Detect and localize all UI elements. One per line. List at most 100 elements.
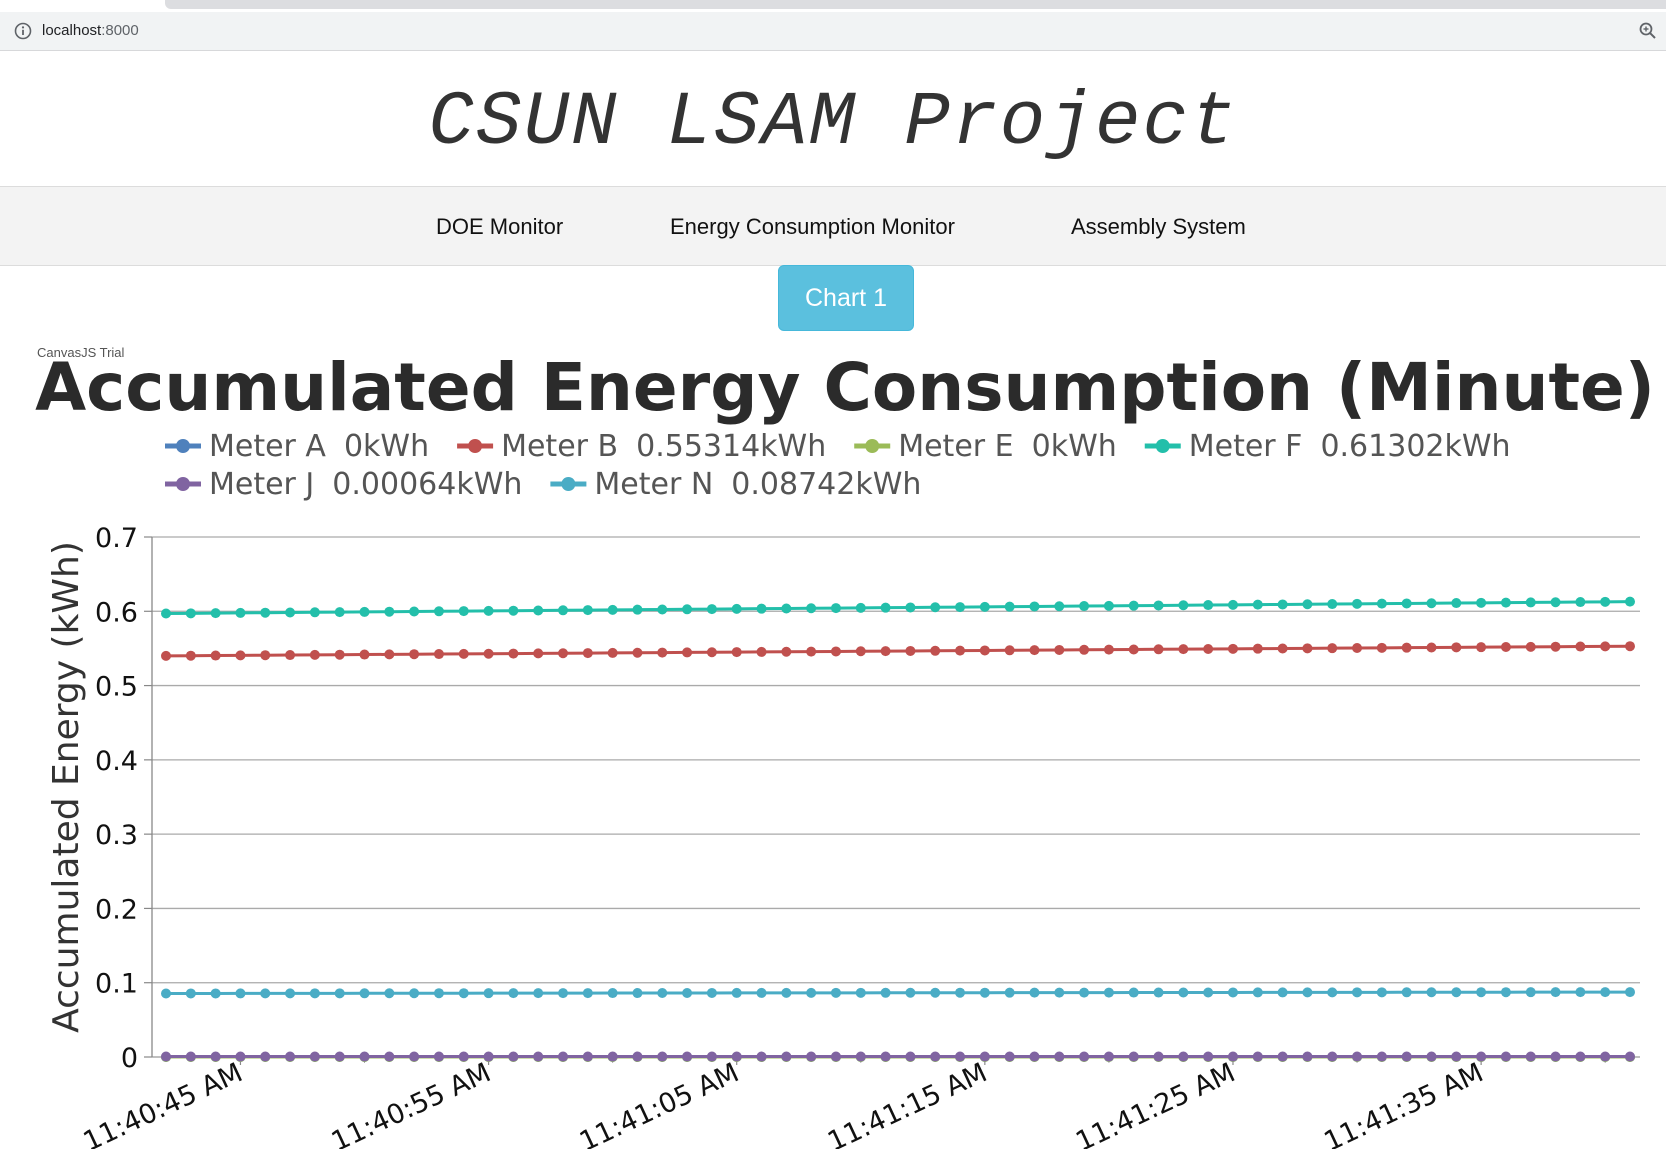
data-point[interactable] [830,1051,841,1062]
data-point[interactable] [1625,1051,1635,1062]
data-point[interactable] [1079,644,1090,655]
data-point[interactable] [1103,600,1114,611]
data-point[interactable] [582,605,593,616]
data-point[interactable] [1525,641,1536,652]
data-point[interactable] [558,605,569,616]
data-point[interactable] [1352,598,1363,609]
data-point[interactable] [1500,1051,1511,1062]
legend-item-meter-j[interactable]: Meter J 0.00064kWh [165,467,522,502]
data-point[interactable] [1575,1051,1586,1062]
data-point[interactable] [558,1051,569,1062]
legend-item-meter-e[interactable]: Meter E 0kWh [854,429,1117,464]
data-point[interactable] [806,646,817,657]
legend-item-meter-a[interactable]: Meter A 0kWh [165,429,429,464]
data-point[interactable] [905,602,916,613]
data-point[interactable] [433,649,444,660]
data-point[interactable] [359,606,370,617]
data-point[interactable] [1476,642,1487,653]
data-point[interactable] [1277,643,1288,654]
data-point[interactable] [384,606,395,617]
data-point[interactable] [185,650,196,661]
data-point[interactable] [632,647,643,658]
data-point[interactable] [1103,987,1114,998]
data-point[interactable] [1327,1051,1338,1062]
data-point[interactable] [1054,1051,1065,1062]
data-point[interactable] [1401,1051,1412,1062]
data-point[interactable] [830,987,841,998]
data-point[interactable] [1103,644,1114,655]
data-point[interactable] [1128,600,1139,611]
data-point[interactable] [558,988,569,999]
data-point[interactable] [781,987,792,998]
data-point[interactable] [1227,599,1238,610]
data-point[interactable] [433,606,444,617]
data-point[interactable] [1600,596,1611,607]
data-point[interactable] [1600,641,1611,652]
data-point[interactable] [806,603,817,614]
data-point[interactable] [682,987,693,998]
data-point[interactable] [1426,1051,1437,1062]
data-point[interactable] [409,988,420,999]
data-point[interactable] [607,604,618,615]
data-point[interactable] [1401,642,1412,653]
data-point[interactable] [458,988,469,999]
data-point[interactable] [1203,1051,1214,1062]
data-point[interactable] [334,1051,345,1062]
data-point[interactable] [706,604,717,615]
data-point[interactable] [657,604,668,615]
data-point[interactable] [235,607,246,618]
data-point[interactable] [979,645,990,656]
chart-1-button[interactable]: Chart 1 [778,265,914,331]
url-text[interactable]: localhost:8000 [42,21,139,41]
data-point[interactable] [1352,643,1363,654]
nav-item-energy-consumption-monitor[interactable]: Energy Consumption Monitor [670,214,955,239]
data-point[interactable] [1451,642,1462,653]
data-point[interactable] [1203,643,1214,654]
data-point[interactable] [309,607,320,618]
data-point[interactable] [657,647,668,658]
data-point[interactable] [1004,645,1015,656]
data-point[interactable] [508,1051,519,1062]
data-point[interactable] [1376,642,1387,653]
data-point[interactable] [285,1051,296,1062]
data-point[interactable] [1054,987,1065,998]
data-point[interactable] [384,988,395,999]
data-point[interactable] [1550,987,1561,998]
data-point[interactable] [806,1051,817,1062]
data-point[interactable] [483,605,494,616]
data-point[interactable] [334,988,345,999]
data-point[interactable] [185,608,196,619]
data-point[interactable] [979,601,990,612]
data-point[interactable] [1451,598,1462,609]
legend-item-meter-b[interactable]: Meter B 0.55314kWh [457,429,826,464]
data-point[interactable] [607,988,618,999]
data-point[interactable] [1153,987,1164,998]
data-point[interactable] [533,988,544,999]
data-point[interactable] [1178,1051,1189,1062]
data-point[interactable] [210,650,221,661]
data-point[interactable] [1500,642,1511,653]
data-point[interactable] [1277,987,1288,998]
data-point[interactable] [1550,1051,1561,1062]
data-point[interactable] [185,1051,196,1062]
data-point[interactable] [161,608,171,619]
data-point[interactable] [1575,987,1586,998]
data-point[interactable] [309,988,320,999]
data-point[interactable] [582,648,593,659]
data-point[interactable] [161,988,171,999]
data-point[interactable] [905,987,916,998]
data-point[interactable] [855,987,866,998]
data-point[interactable] [1178,644,1189,655]
data-point[interactable] [1500,987,1511,998]
data-point[interactable] [1426,987,1437,998]
data-point[interactable] [458,606,469,617]
data-point[interactable] [806,987,817,998]
data-point[interactable] [1451,987,1462,998]
data-point[interactable] [1376,987,1387,998]
data-point[interactable] [979,1051,990,1062]
data-point[interactable] [1352,987,1363,998]
data-point[interactable] [260,988,271,999]
legend-item-meter-f[interactable]: Meter F 0.61302kWh [1144,429,1511,464]
data-point[interactable] [731,647,742,658]
data-point[interactable] [1203,987,1214,998]
